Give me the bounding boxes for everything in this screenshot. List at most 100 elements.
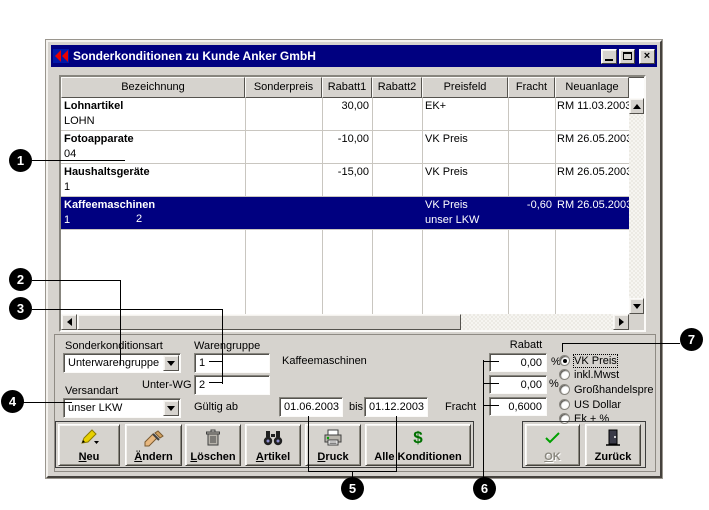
aendern-button[interactable]: Ändern: [125, 424, 182, 466]
column-header-fracht[interactable]: Fracht: [508, 77, 555, 98]
callout-line-6: [484, 405, 499, 406]
row-fracht: [508, 98, 555, 130]
bis-input[interactable]: 01.12.2003: [364, 397, 428, 417]
rabatt-label: Rabatt: [509, 339, 543, 351]
table-row-selected[interactable]: Kaffeemaschinen 1 2 VK Preis unser LKW -0,6…: [61, 197, 629, 230]
callout-badge-5: 5: [341, 477, 364, 500]
versandart-dropdown[interactable]: unser LKW: [63, 398, 181, 418]
radio-on-icon[interactable]: [559, 355, 570, 366]
vertical-scrollbar[interactable]: [629, 98, 644, 314]
row-preisfeld: VK Preis: [425, 199, 468, 211]
dropdown-button[interactable]: [163, 400, 179, 416]
row-neuanlage: RM 26.05.2003: [557, 166, 629, 178]
trash-icon: [204, 428, 222, 448]
callout-line-6: [484, 361, 499, 362]
scroll-left-button[interactable]: [61, 314, 77, 330]
maximize-icon: [622, 52, 632, 60]
scroll-up-button[interactable]: [629, 98, 644, 114]
column-header-sonderpreis[interactable]: Sonderpreis: [245, 77, 322, 98]
warengruppe-input[interactable]: 1: [194, 353, 270, 373]
artikel-button[interactable]: Artikel: [245, 424, 301, 466]
row-neuanlage: RM 11.03.2003: [557, 100, 629, 112]
column-header-preisfeld[interactable]: Preisfeld: [422, 77, 508, 98]
gueltig-ab-label: Gültig ab: [194, 401, 239, 413]
table-body: Lohnartikel LOHN 30,00 EK+ RM 11.03.2003 …: [61, 98, 629, 314]
row-name: Fotoapparate: [64, 133, 134, 145]
radio-label: inkl.Mwst: [574, 368, 620, 381]
radio-inkl-mwst[interactable]: inkl.Mwst: [559, 368, 619, 381]
sonderkonditionsart-value: Unterwarengruppe: [68, 357, 160, 369]
scroll-down-button[interactable]: [629, 298, 644, 314]
rabatt1-input[interactable]: 0,00: [489, 353, 547, 372]
radio-off-icon[interactable]: [559, 413, 570, 424]
zurueck-button[interactable]: Zurück: [585, 424, 641, 466]
radio-us-dollar[interactable]: US Dollar: [559, 398, 621, 411]
row-code: 04: [64, 148, 77, 160]
loeschen-button[interactable]: Löschen: [185, 424, 241, 466]
row-rabatt2: [372, 131, 422, 163]
neu-button[interactable]: Neu: [58, 424, 120, 466]
row-rabatt2: [372, 164, 422, 196]
row-code: 1: [64, 214, 71, 226]
versandart-value: unser LKW: [68, 402, 123, 414]
table-row[interactable]: Lohnartikel LOHN 30,00 EK+ RM 11.03.2003: [61, 98, 629, 131]
horizontal-scrollbar[interactable]: [61, 314, 629, 330]
row-code2: 2: [136, 213, 143, 225]
unter-wg-input[interactable]: 2: [194, 375, 270, 395]
row-sonderpreis: [245, 164, 322, 196]
table-row[interactable]: Haushaltsgeräte 1 -15,00 VK Preis RM 26.0…: [61, 164, 629, 197]
callout-line-6: [484, 383, 499, 384]
scroll-right-button[interactable]: [613, 314, 629, 330]
callout-line-7: [562, 343, 680, 344]
row-preisfeld: EK+: [425, 100, 447, 112]
maximize-button[interactable]: [619, 48, 635, 64]
callout-line-5: [352, 471, 353, 479]
binoculars-icon: [263, 428, 283, 448]
druck-button[interactable]: Druck: [305, 424, 361, 466]
radio-grosshandelspreis[interactable]: Großhandelspre: [559, 383, 654, 396]
radio-label: Großhandelspre: [574, 383, 654, 396]
column-header-bezeichnung[interactable]: Bezeichnung: [61, 77, 245, 98]
close-button[interactable]: ×: [639, 48, 655, 64]
callout-line-5: [308, 416, 309, 472]
minimize-button[interactable]: [601, 48, 617, 64]
dropdown-button[interactable]: [163, 355, 179, 371]
group-name-text: Kaffeemaschinen: [282, 355, 367, 367]
callout-line-3: [209, 361, 223, 362]
row-name: Lohnartikel: [64, 100, 124, 112]
row-preisfeld: VK Preis: [425, 133, 468, 145]
callout-line-1: [32, 160, 125, 161]
chevron-down-icon: [167, 360, 175, 366]
scrollbar-thumb[interactable]: [77, 314, 461, 330]
main-button-group: [55, 421, 474, 468]
callout-badge-6: 6: [473, 477, 496, 500]
scrollbar-corner: [629, 314, 644, 330]
alle-konditionen-button[interactable]: $ Alle Konditionen: [365, 424, 471, 466]
title-bar[interactable]: Sonderkonditionen zu Kunde Anker GmbH ×: [51, 45, 657, 67]
table-row[interactable]: Fotoapparate 04 -10,00 VK Preis RM 26.05.…: [61, 131, 629, 164]
conditions-table: Bezeichnung Sonderpreis Rabatt1 Rabatt2 …: [59, 75, 646, 332]
row-name: Haushaltsgeräte: [64, 166, 150, 178]
row-code: 1: [64, 181, 71, 193]
versandart-label: Versandart: [65, 385, 119, 397]
radio-off-icon[interactable]: [559, 384, 570, 395]
column-header-rabatt2[interactable]: Rabatt2: [372, 77, 422, 98]
row-name: Kaffeemaschinen: [64, 199, 156, 211]
unter-wg-label: Unter-WG: [142, 379, 192, 391]
rabatt2-input[interactable]: 0,00: [489, 375, 547, 394]
radio-off-icon[interactable]: [559, 369, 570, 380]
column-header-rabatt1[interactable]: Rabatt1: [322, 77, 372, 98]
gueltig-ab-input[interactable]: 01.06.2003: [279, 397, 343, 417]
callout-line-2: [120, 280, 121, 365]
ok-button[interactable]: OK: [525, 424, 580, 466]
callout-badge-3: 3: [9, 297, 32, 320]
radio-off-icon[interactable]: [559, 399, 570, 410]
door-icon: [605, 428, 621, 448]
column-header-neuanlage[interactable]: Neuanlage: [555, 77, 629, 98]
fracht-input[interactable]: 0,6000: [489, 397, 547, 416]
percent-sign: %: [551, 356, 561, 368]
row-code: LOHN: [64, 115, 95, 127]
chevron-down-icon: [167, 405, 175, 411]
sonderkonditionsart-dropdown[interactable]: Unterwarengruppe: [63, 353, 181, 373]
radio-vk-preis[interactable]: VK Preis: [559, 353, 618, 368]
